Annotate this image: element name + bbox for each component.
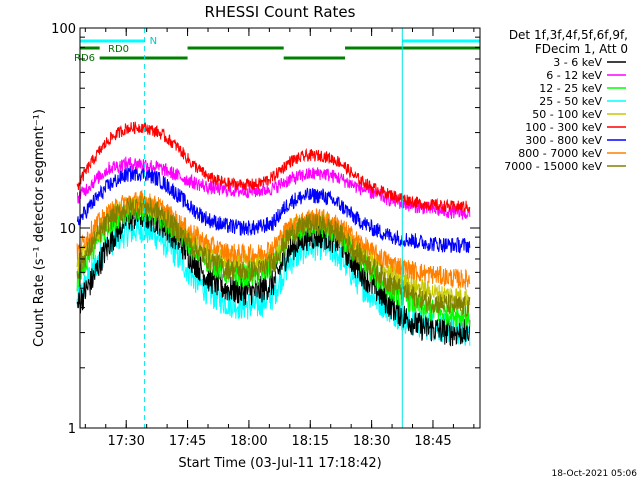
legend-entry-label: 6 - 12 keV xyxy=(546,69,602,82)
legend-entry-label: 12 - 25 keV xyxy=(539,82,602,95)
axes-layer: 17:30 17:45 18:00 18:15 18:30 18:45 1 10 100 xyxy=(51,22,480,449)
legend-entry-label: 800 - 7000 keV xyxy=(518,147,602,160)
series-line-2 xyxy=(77,156,471,220)
series-line-1 xyxy=(76,202,471,347)
x-tick-label: 18:00 xyxy=(230,434,267,449)
flag-label-rd0: RD0 xyxy=(108,44,129,55)
data-layer xyxy=(76,121,471,347)
x-tick-label: 18:30 xyxy=(353,434,390,449)
y-tick-label: 1 xyxy=(68,422,76,437)
y-tick-label: 100 xyxy=(51,22,76,37)
y-tick-label: 10 xyxy=(59,222,76,237)
x-tick-label: 17:45 xyxy=(169,434,206,449)
legend-entry-label: 50 - 100 keV xyxy=(532,108,602,121)
series-line-6 xyxy=(76,121,471,213)
timestamp: 18-Oct-2021 05:06 xyxy=(552,469,638,479)
legend-entry-label: 100 - 300 keV xyxy=(525,121,602,134)
legend-entry-label: 3 - 6 keV xyxy=(553,56,602,69)
flag-label-n: N xyxy=(150,36,157,47)
legend-entry-label: 7000 - 15000 keV xyxy=(504,160,602,173)
y-axis-label: Count Rate (s⁻¹ detector segment⁻¹) xyxy=(32,109,47,347)
x-tick-label: 18:45 xyxy=(414,434,451,449)
x-tick-label: 18:15 xyxy=(292,434,329,449)
x-tick-label: 17:30 xyxy=(107,434,144,449)
x-axis-label: Start Time (03-Jul-11 17:18:42) xyxy=(178,456,381,471)
chart-title: RHESSI Count Rates xyxy=(205,3,356,21)
legend-entry-label: 25 - 50 keV xyxy=(539,95,602,108)
legend-entry-label: 300 - 800 keV xyxy=(525,134,602,147)
legend-header-line-1: Det 1f,3f,4f,5f,6f,9f, xyxy=(509,28,628,42)
legend-header-line-2: FDecim 1, Att 0 xyxy=(535,42,628,56)
series-line-9 xyxy=(76,195,471,318)
